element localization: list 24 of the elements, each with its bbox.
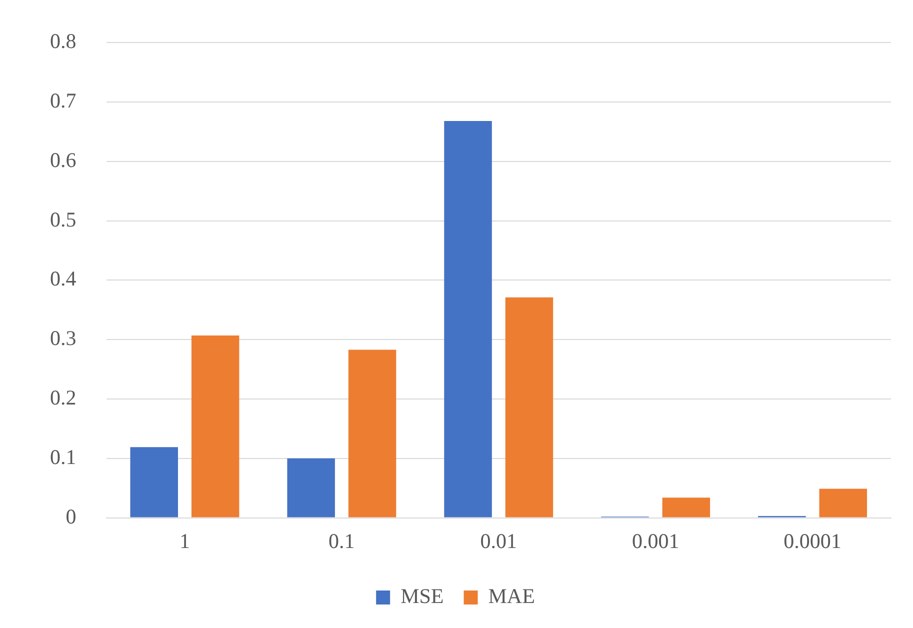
y-tick-label: 0.1 [50, 444, 76, 469]
y-tick-label: 0.6 [50, 148, 76, 172]
bar [348, 350, 396, 518]
x-tick-label: 0.01 [480, 528, 517, 553]
bar [444, 121, 492, 518]
y-tick-label: 0.7 [50, 88, 76, 113]
bar [505, 297, 554, 518]
y-tick-label: 0.2 [50, 386, 76, 410]
bar [191, 335, 240, 518]
x-tick-label: 1 [179, 528, 190, 553]
bar [287, 458, 335, 518]
bar [130, 447, 178, 518]
x-tick-label: 0.001 [632, 528, 680, 553]
x-tick-label: 0.0001 [784, 528, 842, 553]
bar [662, 498, 710, 518]
bar [819, 488, 868, 518]
y-tick-label: 0.8 [50, 29, 76, 54]
y-tick-label: 0.3 [50, 326, 76, 350]
x-tick-label: 0.1 [328, 528, 355, 553]
legend-label: MSE [400, 584, 444, 608]
legend-label: MAE [488, 584, 535, 608]
y-tick-label: 0.5 [50, 207, 76, 232]
y-tick-label: 0.4 [50, 266, 77, 291]
y-tick-label: 0 [66, 504, 76, 528]
